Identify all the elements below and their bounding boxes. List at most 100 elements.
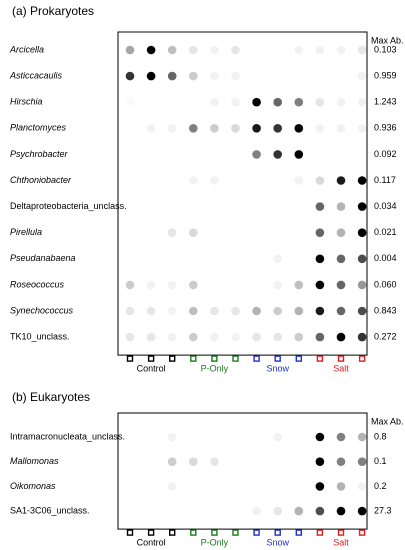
dot [336,280,346,290]
row-label: Asticcacaulis [9,70,63,80]
row-label: Hirschia [10,97,43,107]
dot [315,228,325,237]
dot [210,280,219,290]
dot [294,506,304,516]
dot [167,332,177,342]
dot [357,332,367,342]
dot [315,506,325,516]
dot [336,71,346,81]
dot [294,150,304,159]
max-abundance: 0.959 [374,70,397,80]
column-marker [295,355,302,362]
row-label: Oikomonas [10,481,56,491]
dot [231,457,240,467]
dot [210,482,219,491]
max-abundance: 0.2 [374,481,387,491]
dot [252,432,261,442]
dot [252,150,261,159]
dot [231,150,240,159]
dot [167,124,177,133]
max-abundance: 0.8 [374,431,387,441]
dot [125,228,135,237]
group-label: Snow [266,363,289,373]
dot [315,280,325,290]
dot [125,457,135,467]
dot [125,150,135,159]
column-marker [190,355,197,362]
max-abundance: 0.1 [374,456,387,466]
dot [336,254,346,264]
dot [315,176,325,185]
dot [210,306,219,316]
dot [273,506,283,516]
dot [231,202,240,211]
column-marker [253,529,260,536]
dot [357,506,367,516]
dot [273,332,283,342]
dot [273,457,283,467]
dot [167,176,177,185]
dot [294,97,304,107]
dot [231,97,240,107]
dot [336,228,346,237]
dot [231,176,240,185]
dot [294,254,304,264]
max-abundance: 0.843 [374,305,397,315]
row-label: Mallomonas [10,456,59,466]
dot [125,176,135,185]
dot [273,176,283,185]
dot [210,97,219,107]
dot [210,332,219,342]
row-label: Chthoniobacter [10,175,72,185]
dot [189,45,198,55]
group-label: P-Only [201,363,229,373]
dot [252,280,261,290]
dot [357,254,367,264]
dot [336,457,346,467]
dot [210,228,219,237]
dot [231,254,240,264]
column-marker [147,355,155,362]
dot [273,432,283,442]
dot [146,71,156,81]
dot [231,432,240,442]
dot [252,202,261,211]
dot [231,228,240,237]
dot [231,45,240,55]
dot [125,202,135,211]
dot [189,254,198,264]
dot [357,202,367,211]
dot [125,506,135,516]
dot [273,71,283,81]
dot [146,45,156,55]
dot [167,306,177,316]
column-marker [337,355,345,362]
dot [146,124,156,133]
dot [315,124,325,133]
dot [357,176,367,185]
dot [252,457,261,467]
row-label: Planctomyces [10,123,67,133]
panel-title: (a) Prokaryotes [12,4,94,18]
panel-title: (b) Eukaryotes [12,390,90,404]
dot [146,150,156,159]
column-marker [316,355,324,362]
dot [357,228,367,237]
dot [167,506,177,516]
group-label: Control [137,363,166,373]
dot [357,45,367,55]
column-marker [274,529,281,536]
column-marker [147,529,155,536]
group-label: Salt [333,537,349,547]
row-label: Psychrobacter [10,149,69,159]
dot [189,280,198,290]
max-abundance: 0.034 [374,201,397,211]
dot [146,332,156,342]
dot [273,228,283,237]
column-marker [253,355,260,362]
dot [167,150,177,159]
column-marker [190,529,197,536]
dot [189,71,198,81]
max-abundance: 0.272 [374,331,397,341]
